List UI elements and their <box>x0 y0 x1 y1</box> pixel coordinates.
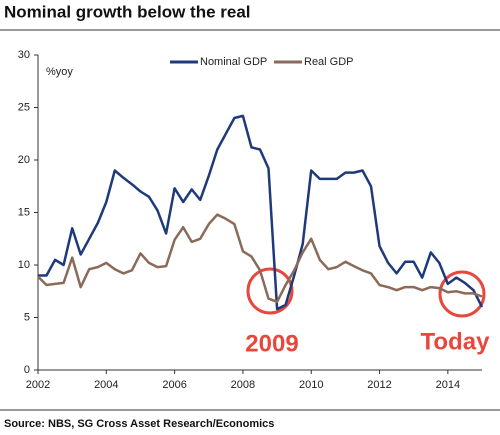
y-tick-label: 30 <box>18 49 30 61</box>
x-tick-label: 2012 <box>367 379 391 391</box>
highlight-circle <box>438 270 486 318</box>
chart-title: Nominal growth below the real <box>4 2 251 21</box>
y-tick-label: 25 <box>18 101 30 113</box>
y-tick-label: 15 <box>18 206 30 218</box>
legend-label: Real GDP <box>304 56 354 68</box>
highlight-circle <box>246 267 294 315</box>
y-tick-label: 20 <box>18 154 30 166</box>
annotation: Today <box>421 328 491 355</box>
x-tick-label: 2004 <box>94 379 118 391</box>
source: Source: NBS, SG Cross Asset Research/Eco… <box>4 418 274 430</box>
y-tick-label: 10 <box>18 259 30 271</box>
x-tick-label: 2006 <box>162 379 186 391</box>
annotation: 2009 <box>245 330 298 357</box>
y-axis-label: %yoy <box>46 66 73 78</box>
series-line <box>37 213 483 304</box>
x-tick-label: 2014 <box>436 379 460 391</box>
x-tick-label: 2010 <box>299 379 323 391</box>
x-tick-label: 2008 <box>231 379 255 391</box>
legend-label: Nominal GDP <box>200 56 267 68</box>
y-tick-label: 0 <box>24 364 30 376</box>
series-line <box>38 114 484 311</box>
y-tick-label: 5 <box>24 311 30 323</box>
x-tick-label: 2002 <box>26 379 50 391</box>
